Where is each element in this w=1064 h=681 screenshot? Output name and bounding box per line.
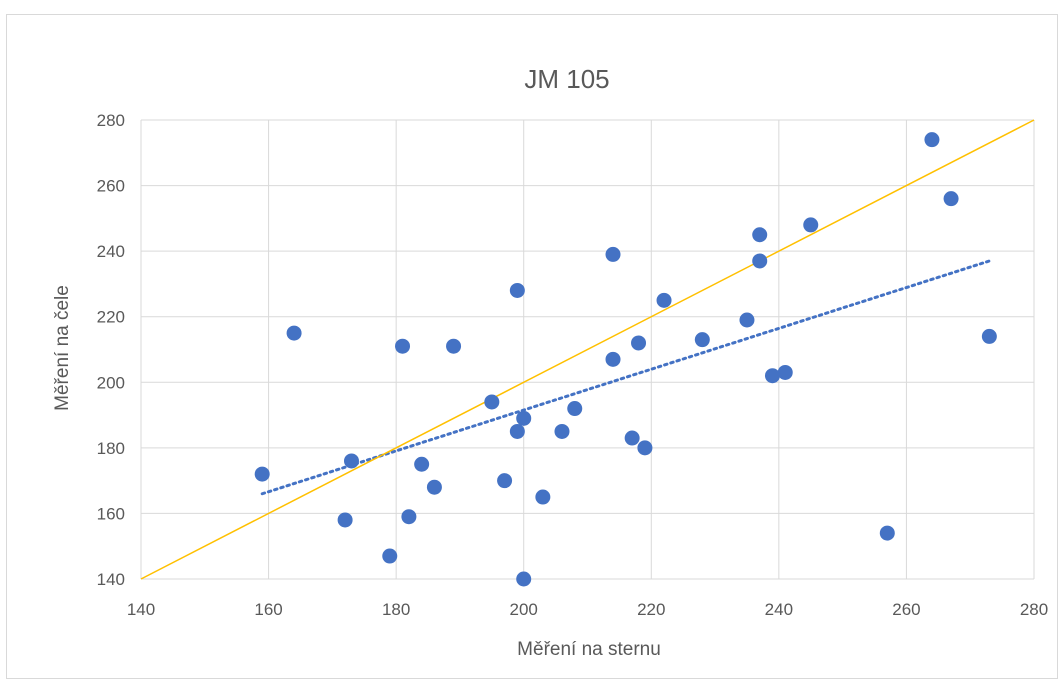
x-tick-label: 240 [765, 600, 793, 619]
data-point [446, 338, 462, 354]
x-tick-label: 260 [892, 600, 920, 619]
data-point [752, 253, 768, 269]
data-points [254, 132, 997, 587]
x-tick-label: 140 [127, 600, 155, 619]
data-point [567, 401, 583, 417]
data-point [605, 246, 621, 262]
x-axis-label: Měření na sternu [517, 639, 661, 660]
x-tick-label: 160 [254, 600, 282, 619]
data-point [879, 525, 895, 541]
y-tick-label: 240 [97, 242, 125, 261]
y-tick-label: 200 [97, 373, 125, 392]
data-point [254, 466, 270, 482]
x-tick-label: 280 [1020, 600, 1048, 619]
data-point [777, 364, 793, 380]
chart-lines [140, 119, 1035, 580]
data-point [395, 338, 411, 354]
data-point [343, 453, 359, 469]
y-tick-label: 260 [97, 177, 125, 196]
data-point [631, 335, 647, 351]
y-axis-label: Měření na čele [52, 285, 73, 411]
x-axis-ticks: 140 160 180 200 220 240 260 280 [127, 600, 1048, 619]
data-point [803, 217, 819, 233]
gridlines [140, 119, 1035, 580]
data-point [764, 368, 780, 384]
data-point [739, 312, 755, 328]
y-tick-label: 140 [97, 570, 125, 589]
data-point [656, 292, 672, 308]
y-tick-label: 180 [97, 439, 125, 458]
y-axis-ticks: 140 160 180 200 220 240 260 280 [97, 111, 125, 589]
chart-title: JM 105 [524, 64, 609, 94]
y-tick-label: 160 [97, 504, 125, 523]
reference-line [140, 119, 1035, 580]
data-point [509, 282, 525, 298]
data-point [637, 440, 653, 456]
data-point [694, 332, 710, 348]
data-point [509, 423, 525, 439]
data-point [924, 132, 940, 148]
x-tick-label: 200 [510, 600, 538, 619]
data-point [516, 410, 532, 426]
y-tick-label: 280 [97, 111, 125, 130]
data-point [286, 325, 302, 341]
chart-frame [6, 14, 1058, 679]
data-point [497, 473, 513, 489]
data-point [554, 423, 570, 439]
data-point [943, 191, 959, 207]
data-point [752, 227, 768, 243]
data-point [337, 512, 353, 528]
x-tick-label: 180 [382, 600, 410, 619]
data-point [484, 394, 500, 410]
data-point [382, 548, 398, 564]
data-point [516, 571, 532, 587]
data-point [981, 328, 997, 344]
x-tick-label: 220 [637, 600, 665, 619]
data-point [414, 456, 430, 472]
data-point [624, 430, 640, 446]
data-point [401, 509, 417, 525]
trendline [260, 259, 991, 496]
y-tick-label: 220 [97, 308, 125, 327]
data-point [426, 479, 442, 495]
data-point [535, 489, 551, 505]
data-point [605, 351, 621, 367]
